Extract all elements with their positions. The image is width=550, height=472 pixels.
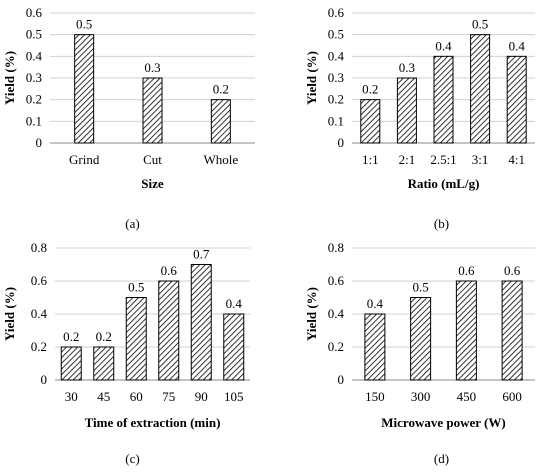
bar bbox=[210, 99, 231, 144]
x-axis-title: Microwave power (W) bbox=[381, 415, 505, 430]
x-tick-label: Whole bbox=[204, 152, 239, 167]
bar bbox=[455, 280, 477, 381]
y-tick-label: 0.4 bbox=[26, 48, 43, 63]
y-tick-label: 0.4 bbox=[328, 306, 345, 321]
y-axis-title: Yield (%) bbox=[304, 51, 319, 105]
bar bbox=[470, 34, 491, 144]
x-tick-label: 4:1 bbox=[508, 152, 525, 167]
y-tick-label: 0.4 bbox=[31, 306, 48, 321]
chart-panel-1: 0 0.1 0.2 0.3 0.4 0.5 0.6 0.5 Grind 0.3 Cut 0.2 Whol… bbox=[2, 5, 255, 231]
x-tick-label: Grind bbox=[69, 152, 100, 167]
x-tick-label: 90 bbox=[195, 389, 208, 404]
x-axis-title: Size bbox=[141, 176, 164, 191]
data-label: 0.4 bbox=[509, 38, 526, 53]
y-tick-label: 0.2 bbox=[26, 92, 42, 107]
y-tick-label: 0.2 bbox=[328, 92, 344, 107]
data-label: 0.4 bbox=[367, 296, 384, 311]
panel-label: (d) bbox=[434, 451, 449, 466]
x-tick-label: 105 bbox=[224, 389, 244, 404]
data-label: 0.5 bbox=[413, 280, 429, 295]
y-tick-label: 0.6 bbox=[328, 273, 345, 288]
data-label: 0.2 bbox=[96, 329, 112, 344]
bar bbox=[223, 313, 245, 381]
data-label: 0.6 bbox=[458, 263, 475, 278]
panel-label: (c) bbox=[125, 451, 139, 466]
data-label: 0.5 bbox=[472, 17, 488, 32]
data-label: 0.2 bbox=[213, 82, 229, 97]
x-tick-label: 300 bbox=[411, 389, 431, 404]
y-axis-title: Yield (%) bbox=[2, 287, 17, 341]
x-tick-label: 30 bbox=[65, 389, 78, 404]
bar bbox=[364, 313, 386, 381]
y-tick-label: 0 bbox=[36, 135, 43, 150]
panel-label: (a) bbox=[125, 216, 139, 231]
y-axis-title: Yield (%) bbox=[304, 287, 319, 341]
data-label: 0.6 bbox=[504, 263, 521, 278]
y-axis-title: Yield (%) bbox=[2, 51, 17, 105]
data-label: 0.6 bbox=[161, 263, 178, 278]
y-tick-label: 0.5 bbox=[26, 27, 42, 42]
y-tick-label: 0.3 bbox=[26, 70, 42, 85]
data-label: 0.5 bbox=[76, 17, 92, 32]
x-axis-title: Time of extraction (min) bbox=[85, 415, 221, 430]
chart-panel-3: 0 0.2 0.4 0.6 0.8 0.2 30 0.2 45 0.5 60 0.6 75 0.7 90 0.… bbox=[2, 240, 250, 466]
panel-label: (b) bbox=[434, 216, 449, 231]
y-tick-label: 0 bbox=[338, 135, 345, 150]
x-tick-label: 45 bbox=[97, 389, 110, 404]
y-tick-label: 0.3 bbox=[328, 70, 344, 85]
x-tick-label: 1:1 bbox=[362, 152, 379, 167]
chart-panel-2: 0 0.1 0.2 0.3 0.4 0.5 0.6 0.2 1:1 0.3 2:1 0.4 2.5:1 0… bbox=[304, 5, 535, 231]
x-tick-label: 600 bbox=[502, 389, 522, 404]
x-tick-label: 2:1 bbox=[399, 152, 416, 167]
y-tick-label: 0.8 bbox=[328, 240, 344, 255]
data-label: 0.2 bbox=[63, 329, 79, 344]
x-tick-label: 450 bbox=[457, 389, 477, 404]
data-label: 0.5 bbox=[128, 280, 144, 295]
y-tick-label: 0 bbox=[41, 372, 48, 387]
y-tick-label: 0.2 bbox=[328, 339, 344, 354]
x-tick-label: 60 bbox=[130, 389, 143, 404]
bar bbox=[433, 55, 454, 144]
bar bbox=[501, 280, 523, 381]
bar bbox=[142, 77, 163, 144]
y-tick-label: 0.1 bbox=[328, 113, 344, 128]
x-tick-label: 75 bbox=[162, 389, 175, 404]
bar bbox=[158, 280, 180, 381]
bar bbox=[93, 346, 115, 381]
y-tick-label: 0 bbox=[338, 372, 345, 387]
bar bbox=[125, 297, 147, 381]
bar bbox=[360, 99, 381, 144]
y-tick-label: 0.1 bbox=[26, 113, 42, 128]
data-label: 0.2 bbox=[362, 82, 378, 97]
y-tick-label: 0.4 bbox=[328, 48, 345, 63]
y-tick-label: 0.6 bbox=[26, 5, 43, 20]
x-tick-label: 3:1 bbox=[472, 152, 489, 167]
data-label: 0.3 bbox=[144, 60, 160, 75]
data-label: 0.4 bbox=[226, 296, 243, 311]
y-tick-label: 0.8 bbox=[31, 240, 47, 255]
bar bbox=[190, 264, 212, 381]
x-tick-label: 150 bbox=[365, 389, 385, 404]
bar bbox=[396, 77, 417, 144]
data-label: 0.7 bbox=[193, 247, 210, 262]
y-tick-label: 0.6 bbox=[31, 273, 48, 288]
y-tick-label: 0.5 bbox=[328, 27, 344, 42]
x-tick-label: 2.5:1 bbox=[430, 152, 456, 167]
y-tick-label: 0.6 bbox=[328, 5, 345, 20]
x-axis-title: Ratio (mL/g) bbox=[408, 176, 480, 191]
bar bbox=[74, 34, 95, 144]
data-label: 0.4 bbox=[435, 38, 452, 53]
x-tick-label: Cut bbox=[143, 152, 162, 167]
chart-panel-4: 0 0.2 0.4 0.6 0.8 0.4 150 0.5 300 0.6 450 0.6 600 Mic… bbox=[304, 240, 535, 466]
y-tick-label: 0.2 bbox=[31, 339, 47, 354]
bar bbox=[410, 297, 432, 381]
bar bbox=[506, 55, 527, 144]
bar bbox=[60, 346, 82, 381]
data-label: 0.3 bbox=[399, 60, 415, 75]
